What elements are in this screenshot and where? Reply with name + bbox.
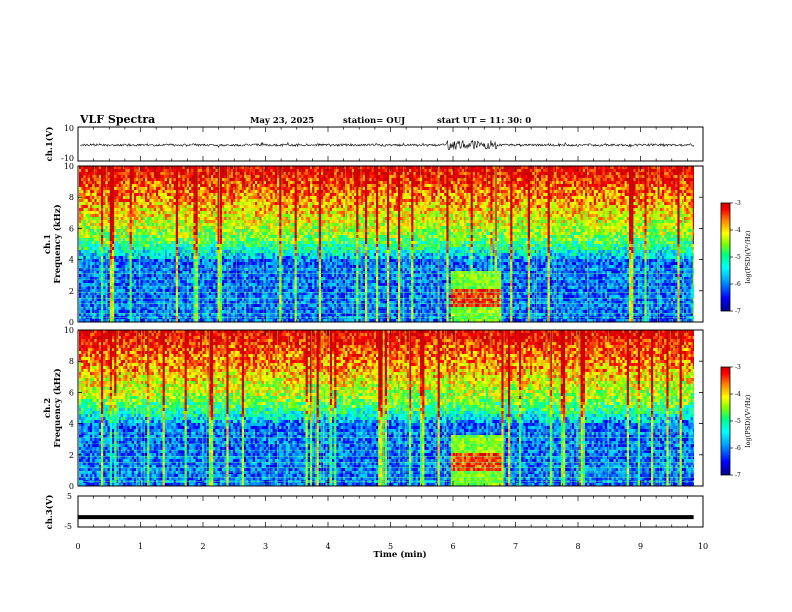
ch1-waveform-trace bbox=[79, 139, 695, 151]
spec-ytick-label: 4 bbox=[69, 256, 74, 265]
x-tick-label: 8 bbox=[575, 542, 580, 551]
ch1-waveform-panel: 10 -10 ch.1(V) bbox=[44, 124, 704, 163]
ch1-colorbar-label: log(PSD)(V²/Hz) bbox=[744, 230, 752, 283]
ch2-colorbar-ticks: -3 -4 -5 -6 -7 bbox=[730, 364, 741, 479]
ch1-spec-yticks: 0 2 4 6 8 10 bbox=[64, 162, 703, 327]
colorbar-tick-label: -3 bbox=[735, 364, 741, 371]
spec-ytick-label: 4 bbox=[69, 420, 74, 429]
spec-ytick-label: 2 bbox=[69, 451, 74, 460]
ch3-ytick-neg5: -5 bbox=[64, 522, 72, 531]
spec-ytick-label: 6 bbox=[69, 224, 74, 233]
spec-ytick-label: 0 bbox=[69, 318, 74, 327]
figure-title: VLF Spectra bbox=[79, 113, 155, 126]
x-axis-ticks bbox=[77, 127, 704, 527]
ch1-ytick-neg10: -10 bbox=[61, 154, 74, 163]
ch2-colorbar-label: log(PSD)(V²/Hz) bbox=[744, 394, 752, 447]
x-tick-label: 4 bbox=[325, 542, 330, 551]
x-axis-tick-labels: 0 1 2 3 4 5 6 7 8 9 10 bbox=[75, 542, 708, 551]
colorbar-tick-label: -7 bbox=[735, 308, 741, 315]
ch2-spectrogram-image bbox=[78, 330, 703, 487]
ch3-trace-panel: 5 -5 ch.3(V) bbox=[44, 492, 704, 531]
start-time-label: start UT = 11: 30: 0 bbox=[437, 116, 531, 126]
x-tick-label: 3 bbox=[263, 542, 268, 551]
spec-ytick-label: 10 bbox=[64, 162, 74, 171]
x-tick-label: 1 bbox=[138, 542, 143, 551]
x-tick-label: 5 bbox=[388, 542, 393, 551]
spec-ytick-label: 10 bbox=[64, 326, 74, 335]
spec-ytick-label: 8 bbox=[69, 357, 74, 366]
ch1-colorbar bbox=[720, 202, 731, 312]
ch1-colorbar-ticks: -3 -4 -5 -6 -7 bbox=[730, 200, 741, 315]
colorbar-tick-label: -6 bbox=[735, 445, 741, 452]
x-tick-label: 0 bbox=[75, 542, 80, 551]
spec-ytick-label: 2 bbox=[69, 287, 74, 296]
spec-ytick-label: 6 bbox=[69, 388, 74, 397]
station-label: station= OUJ bbox=[343, 116, 405, 126]
colorbar-tick-label: -4 bbox=[735, 391, 741, 398]
ch1-spectrogram-image bbox=[78, 166, 703, 323]
x-tick-label: 10 bbox=[698, 542, 708, 551]
colorbar-tick-label: -3 bbox=[735, 200, 741, 207]
ch3-ylabel: ch.3(V) bbox=[44, 495, 55, 530]
ch3-plot-frame bbox=[77, 495, 704, 528]
ch2-spec-yticks: 0 2 4 6 8 10 bbox=[64, 326, 703, 491]
ch1-spec-ylabel-freq: Frequency (kHz) bbox=[52, 204, 63, 283]
x-tick-label: 9 bbox=[638, 542, 643, 551]
colorbar-tick-label: -5 bbox=[735, 254, 741, 261]
colorbar-tick-label: -4 bbox=[735, 227, 741, 234]
ch1-ytick-10: 10 bbox=[64, 124, 74, 133]
spec-ytick-label: 0 bbox=[69, 482, 74, 491]
ch1-waveform-line bbox=[79, 139, 695, 151]
x-axis-label: Time (min) bbox=[373, 549, 426, 560]
spec-no-data bbox=[694, 330, 703, 486]
ch1-spec-ylabel-channel: ch.1 bbox=[43, 234, 53, 254]
spec-ytick-label: 8 bbox=[69, 193, 74, 202]
ch1-plot-frame bbox=[77, 126, 704, 162]
colorbar-tick-label: -6 bbox=[735, 281, 741, 288]
ch2-spec-ylabel-channel: ch.2 bbox=[43, 398, 53, 418]
date-label: May 23, 2025 bbox=[250, 116, 314, 126]
colorbar-tick-label: -7 bbox=[735, 472, 741, 479]
ch2-spec-ylabel-freq: Frequency (kHz) bbox=[52, 368, 63, 447]
spec-no-data bbox=[694, 166, 703, 322]
ch2-colorbar bbox=[720, 366, 731, 476]
x-tick-label: 2 bbox=[200, 542, 205, 551]
ch3-ytick-5: 5 bbox=[67, 492, 72, 501]
x-tick-label: 7 bbox=[513, 542, 518, 551]
colorbar-tick-label: -5 bbox=[735, 418, 741, 425]
ch1-ylabel: ch.1(V) bbox=[44, 127, 55, 162]
x-tick-label: 6 bbox=[450, 542, 455, 551]
